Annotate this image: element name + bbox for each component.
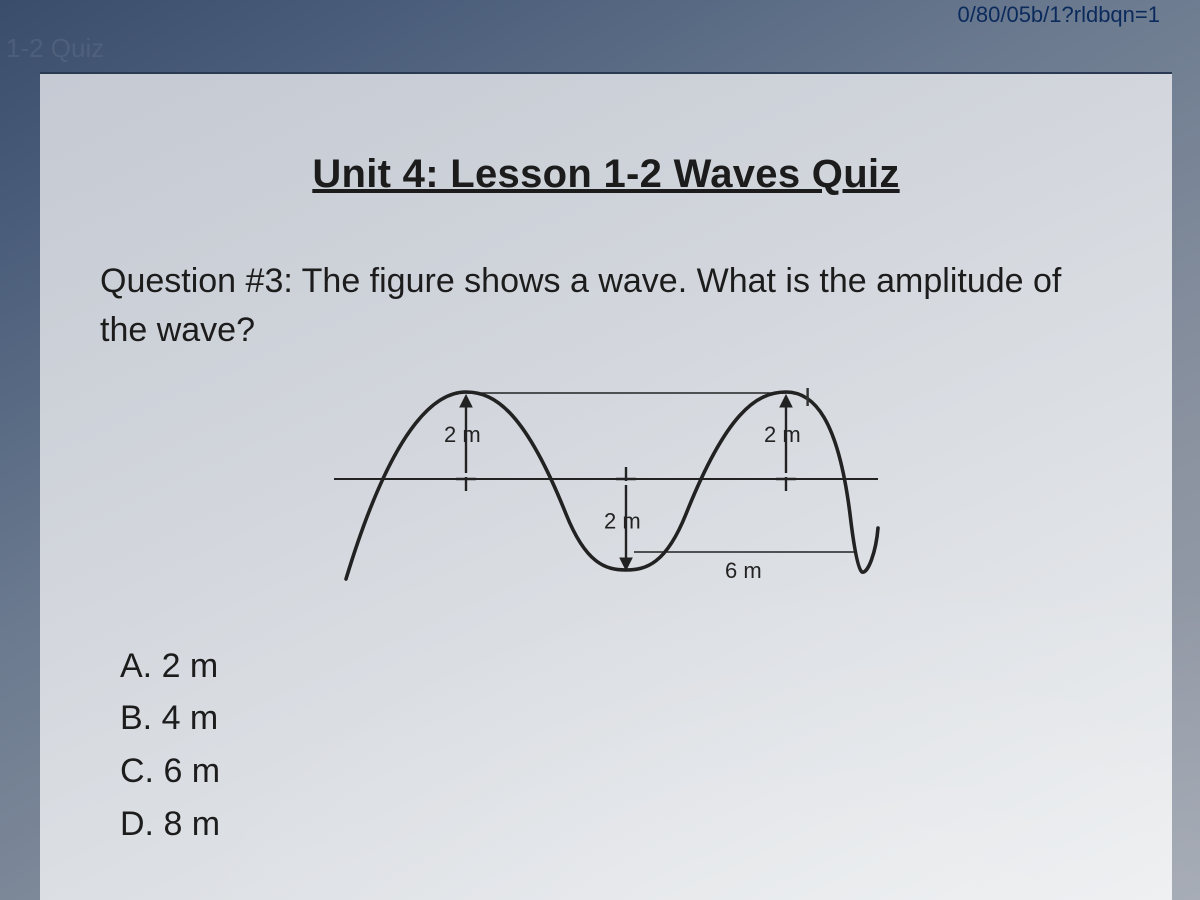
url-fragment: 0/80/05b/1?rldbqn=1 — [958, 2, 1160, 28]
question-label: Question #3: — [100, 262, 293, 300]
choice-text: 4 m — [162, 699, 219, 737]
choice-text: 8 m — [163, 805, 220, 843]
question-text: Question #3: The figure shows a wave. Wh… — [100, 257, 1112, 356]
wave-diagram: 2 m 2 m 2 m 6 m I — [326, 374, 886, 614]
choice-d[interactable]: D. 8 m — [120, 798, 1112, 851]
crest1-arrowhead — [460, 395, 472, 407]
choice-text: 2 m — [162, 647, 219, 685]
page-title: Unit 4: Lesson 1-2 Waves Quiz — [100, 152, 1112, 197]
choice-a[interactable]: A. 2 m — [120, 640, 1112, 693]
crest2-arrowhead — [780, 395, 792, 407]
quiz-page: Unit 4: Lesson 1-2 Waves Quiz Question #… — [40, 72, 1172, 900]
wave-figure: 2 m 2 m 2 m 6 m I — [100, 374, 1112, 614]
wavelength-label: 6 m — [725, 558, 762, 583]
choice-text: 6 m — [163, 752, 220, 790]
text-cursor-icon: I — [804, 382, 811, 412]
choice-letter: C. — [120, 752, 154, 790]
crest2-amp-label: 2 m — [764, 422, 801, 447]
choice-letter: D. — [120, 805, 154, 843]
trough-amp-label: 2 m — [604, 508, 641, 533]
choice-b[interactable]: B. 4 m — [120, 692, 1112, 745]
choice-c[interactable]: C. 6 m — [120, 745, 1112, 798]
choice-letter: A. — [120, 647, 152, 685]
wave-curve — [346, 392, 878, 579]
choice-letter: B. — [120, 699, 152, 737]
answer-choices: A. 2 m B. 4 m C. 6 m D. 8 m — [120, 640, 1112, 851]
breadcrumb: 1-2 Quiz — [6, 33, 104, 64]
crest1-amp-label: 2 m — [444, 422, 481, 447]
